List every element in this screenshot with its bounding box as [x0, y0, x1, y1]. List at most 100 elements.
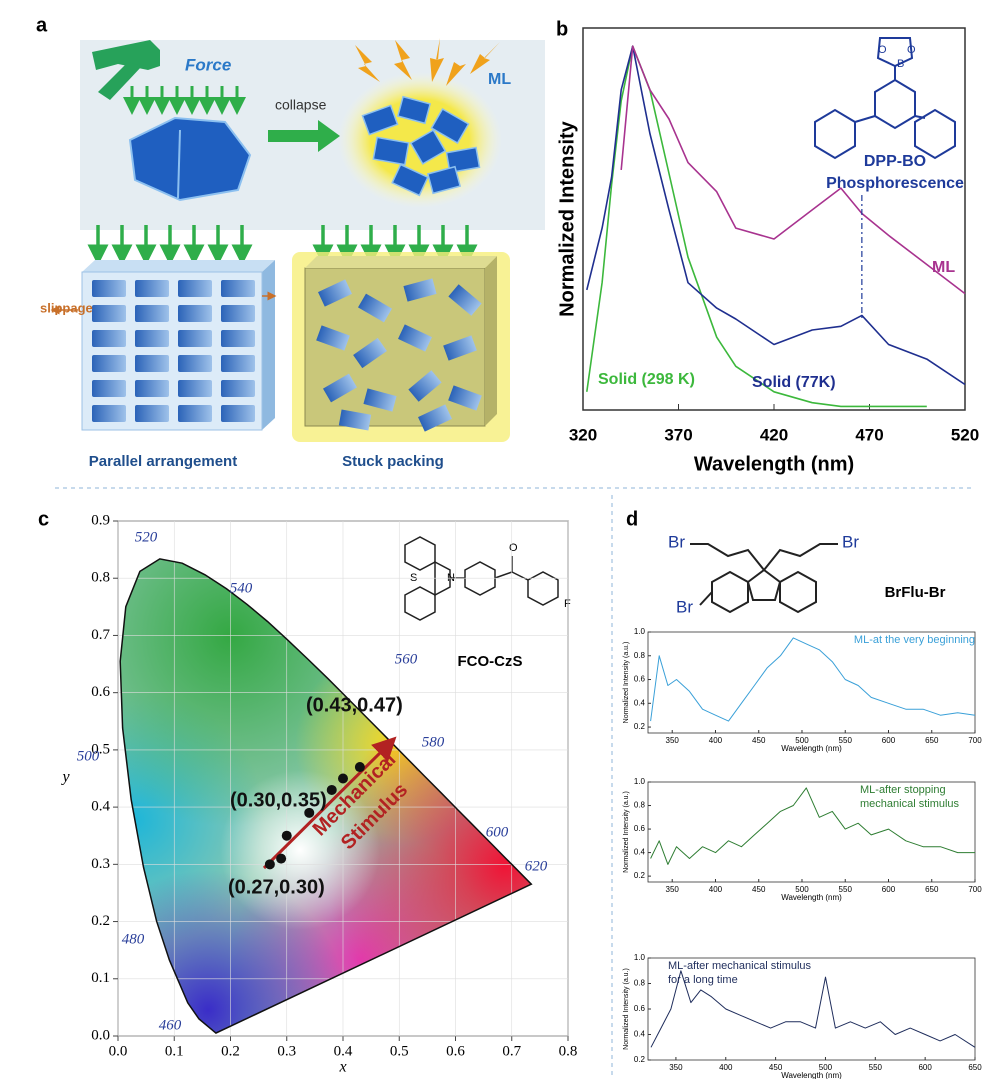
atom: Br	[842, 532, 859, 551]
point	[265, 859, 275, 869]
molecule-block	[178, 380, 212, 397]
annotation: mechanical stimulus	[860, 798, 960, 810]
y-tick-label: 1.0	[634, 627, 646, 636]
atom: B	[897, 58, 904, 70]
y-tick-label: 0.8	[634, 801, 646, 810]
x-tick-label: 520	[951, 425, 979, 444]
x-tick-label: 0.7	[502, 1043, 521, 1059]
series-label: ML	[932, 259, 955, 276]
y-tick-label: 0.2	[634, 722, 646, 731]
annotation: Phosphorescence	[826, 175, 964, 192]
x-tick-label: 0.3	[277, 1043, 296, 1059]
x-tick-label: 400	[709, 885, 723, 894]
molecule-block	[178, 355, 212, 372]
y-tick-label: 0.2	[634, 871, 646, 880]
y-tick-label: 0.7	[91, 627, 110, 643]
panel-a: Force collapse M	[40, 38, 545, 470]
series-line	[587, 46, 965, 384]
molecule-block	[135, 305, 169, 322]
molecule-block	[178, 305, 212, 322]
y-tick-label: 0.2	[91, 913, 110, 929]
point-label: (0.30,0.35)	[230, 789, 327, 811]
caption: Parallel arrangement	[89, 453, 237, 470]
y-tick-label: 0.4	[91, 799, 110, 815]
x-tick-label: 350	[669, 1063, 683, 1072]
point	[338, 774, 348, 784]
x-axis-label: Wavelength (nm)	[694, 453, 854, 475]
x-tick-label: 550	[869, 1063, 883, 1072]
atom: O	[878, 44, 887, 56]
annotation: ML-after stopping	[860, 784, 946, 796]
x-axis-label: Wavelength (nm)	[781, 744, 842, 753]
atom: Br	[668, 532, 685, 551]
x-tick-label: 450	[752, 885, 766, 894]
x-tick-label: 470	[855, 425, 883, 444]
y-axis-label: Normalized Intensity (a.u.)	[623, 791, 630, 873]
x-tick-label: 370	[664, 425, 692, 444]
y-axis-label: Normalized Intensity (a.u.)	[623, 642, 630, 724]
slippage-label: slippage	[40, 300, 93, 315]
molecule-block	[135, 355, 169, 372]
force-label: Force	[185, 55, 231, 74]
y-tick-label: 1.0	[634, 777, 646, 786]
locus-label: 520	[135, 529, 158, 545]
annotation: for a long time	[668, 974, 738, 986]
annotation: ML-at the very beginning	[854, 634, 975, 646]
point	[282, 831, 292, 841]
x-axis-label: Wavelength (nm)	[781, 893, 842, 902]
y-tick-label: 0.8	[634, 979, 646, 988]
x-tick-label: 600	[882, 885, 896, 894]
x-tick-label: 0.8	[559, 1043, 578, 1059]
molecule-block	[221, 380, 255, 397]
series-label: Solid (77K)	[752, 374, 836, 391]
x-tick-label: 0.1	[165, 1043, 184, 1059]
x-tick-label: 0.2	[221, 1043, 240, 1059]
ml-label: ML	[488, 71, 511, 88]
x-axis-label: x	[338, 1059, 346, 1076]
brflu-structure	[690, 544, 838, 612]
y-tick-label: 0.4	[634, 848, 646, 857]
y-tick-label: 0.3	[91, 856, 110, 872]
y-tick-label: 0.4	[634, 1030, 646, 1039]
figure: a b c d Force collapse	[0, 0, 985, 1079]
molecule-block	[178, 280, 212, 297]
point	[276, 854, 286, 864]
y-tick-label: 0.8	[91, 570, 110, 586]
atom: O	[907, 44, 916, 56]
y-tick-label: 0.9	[91, 512, 110, 528]
locus-label: 500	[77, 748, 100, 764]
y-tick-label: 0.6	[634, 824, 646, 833]
point	[327, 785, 337, 795]
y-tick-label: 0.6	[91, 684, 110, 700]
point-label: (0.27,0.30)	[228, 876, 325, 898]
x-tick-label: 400	[719, 1063, 733, 1072]
x-tick-label: 650	[925, 885, 939, 894]
x-tick-label: 600	[882, 736, 896, 745]
molecule-name: FCO-CzS	[458, 653, 523, 670]
x-tick-label: 420	[760, 425, 788, 444]
y-axis-label: Normalized Intensity	[556, 120, 578, 316]
x-tick-label: 350	[666, 736, 680, 745]
y-tick-label: 1.0	[634, 953, 646, 962]
locus-label: 460	[159, 1017, 182, 1033]
atom: S	[410, 572, 417, 584]
point-label: (0.43,0.47)	[306, 694, 403, 716]
atom: O	[509, 542, 518, 554]
y-tick-label: 0.2	[634, 1055, 646, 1064]
locus-label: 540	[230, 580, 253, 596]
stuck-block	[292, 252, 510, 442]
collapse-label: collapse	[275, 97, 327, 113]
y-tick-label: 0.4	[634, 698, 646, 707]
locus-label: 480	[122, 931, 145, 947]
parallel-block	[82, 260, 275, 430]
x-tick-label: 0.6	[446, 1043, 465, 1059]
molecule-block	[221, 305, 255, 322]
plot-frame	[648, 632, 975, 733]
x-tick-label: 0.4	[334, 1043, 353, 1059]
molecule-block	[135, 405, 169, 422]
atom: N	[447, 572, 455, 584]
molecule-block	[92, 380, 126, 397]
locus-label: 580	[422, 734, 445, 750]
x-tick-label: 700	[968, 736, 982, 745]
x-tick-label: 0.5	[390, 1043, 409, 1059]
